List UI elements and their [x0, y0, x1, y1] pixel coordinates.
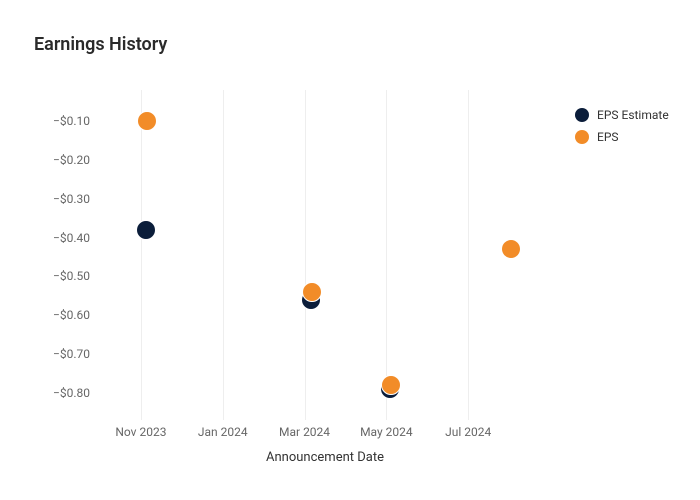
- y-tick-label: −$0.40: [30, 231, 90, 245]
- y-tick-label: −$0.10: [30, 114, 90, 128]
- legend-item: EPS Estimate: [575, 105, 669, 125]
- data-point: [381, 375, 401, 395]
- legend-swatch: [575, 130, 589, 144]
- x-tick-label: May 2024: [346, 425, 426, 439]
- chart-title: Earnings History: [34, 34, 167, 55]
- y-tick-label: −$0.70: [30, 347, 90, 361]
- y-tick-label: −$0.50: [30, 269, 90, 283]
- legend: EPS Estimate EPS: [575, 105, 669, 149]
- y-tick-label: −$0.60: [30, 308, 90, 322]
- gridline-v: [386, 90, 387, 420]
- plot-area: −$0.10−$0.20−$0.30−$0.40−$0.50−$0.60−$0.…: [100, 90, 550, 420]
- gridline-v: [141, 90, 142, 420]
- gridline-v: [223, 90, 224, 420]
- gridline-v: [305, 90, 306, 420]
- x-tick-label: Jul 2024: [428, 425, 508, 439]
- y-tick-label: −$0.20: [30, 153, 90, 167]
- data-point: [302, 282, 322, 302]
- y-tick-label: −$0.80: [30, 386, 90, 400]
- data-point: [137, 111, 157, 131]
- legend-label: EPS: [597, 130, 619, 144]
- legend-swatch: [575, 108, 589, 122]
- x-tick-label: Nov 2023: [101, 425, 181, 439]
- legend-label: EPS Estimate: [597, 108, 669, 122]
- y-tick-label: −$0.30: [30, 192, 90, 206]
- gridline-v: [468, 90, 469, 420]
- legend-item: EPS: [575, 127, 669, 147]
- x-tick-label: Mar 2024: [265, 425, 345, 439]
- data-point: [501, 239, 521, 259]
- x-axis-label: Announcement Date: [100, 450, 550, 465]
- x-tick-label: Jan 2024: [183, 425, 263, 439]
- data-point: [136, 220, 156, 240]
